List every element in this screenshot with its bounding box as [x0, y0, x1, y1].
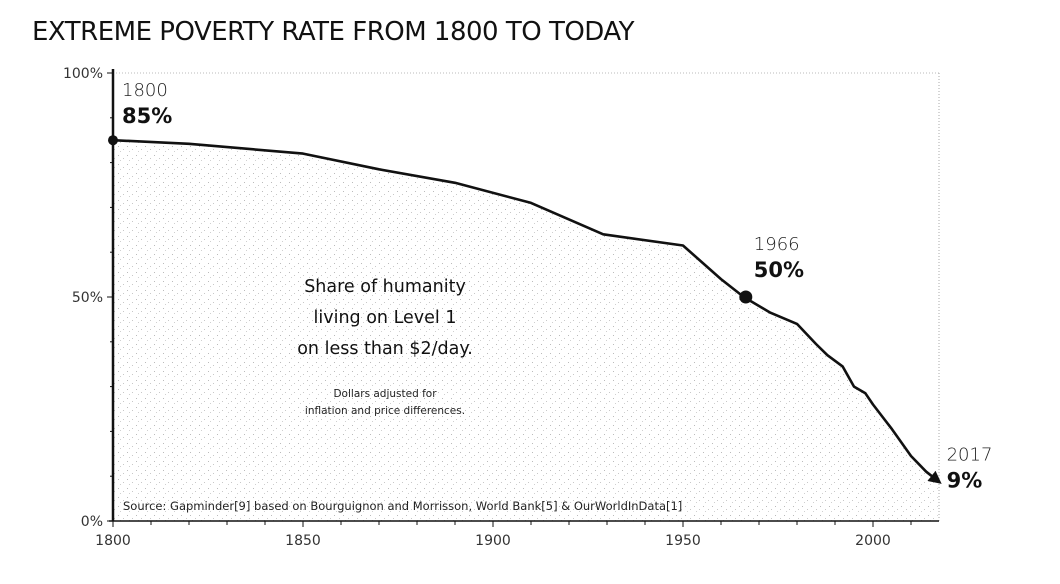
ticks: 1800 1850 1900 1950 2000 0% 50% 100%	[63, 66, 912, 549]
annotation-value: 85%	[122, 104, 172, 128]
x-tick-label: 1800	[95, 533, 131, 549]
annotation-year: 1966	[754, 234, 800, 255]
annotation-year: 1800	[122, 80, 168, 101]
subnote-line-1: Dollars adjusted for	[333, 388, 437, 400]
line-layer	[112, 138, 942, 484]
y-tick-label: 0%	[81, 514, 103, 530]
note-line-2: living on Level 1	[314, 308, 457, 328]
note-line-1: Share of humanity	[304, 277, 466, 297]
chart-title: EXTREME POVERTY RATE FROM 1800 TO TODAY	[32, 17, 635, 47]
series-line	[112, 138, 942, 484]
y-tick-label: 50%	[72, 290, 103, 306]
center-note: Share of humanity living on Level 1 on l…	[297, 277, 473, 417]
note-line-3: on less than $2/day.	[297, 339, 473, 359]
annotations: 1800 85% 1966 50% 2017 9%	[108, 80, 992, 493]
data-point-marker	[739, 290, 753, 304]
area-fill	[113, 140, 938, 521]
x-tick-label: 1850	[285, 533, 321, 549]
y-tick-label: 100%	[63, 66, 103, 82]
x-tick-label: 2000	[855, 533, 891, 549]
area-layer	[113, 140, 938, 521]
data-point-marker	[108, 135, 118, 146]
x-tick-label: 1900	[475, 533, 511, 549]
annotation-value: 9%	[947, 469, 983, 493]
source-text: Source: Gapminder[9] based on Bourguigno…	[123, 499, 682, 513]
x-tick-label: 1950	[665, 533, 701, 549]
annotation-value: 50%	[754, 258, 804, 282]
annotation-year: 2017	[947, 445, 993, 466]
subnote-line-2: inflation and price differences.	[305, 405, 465, 417]
